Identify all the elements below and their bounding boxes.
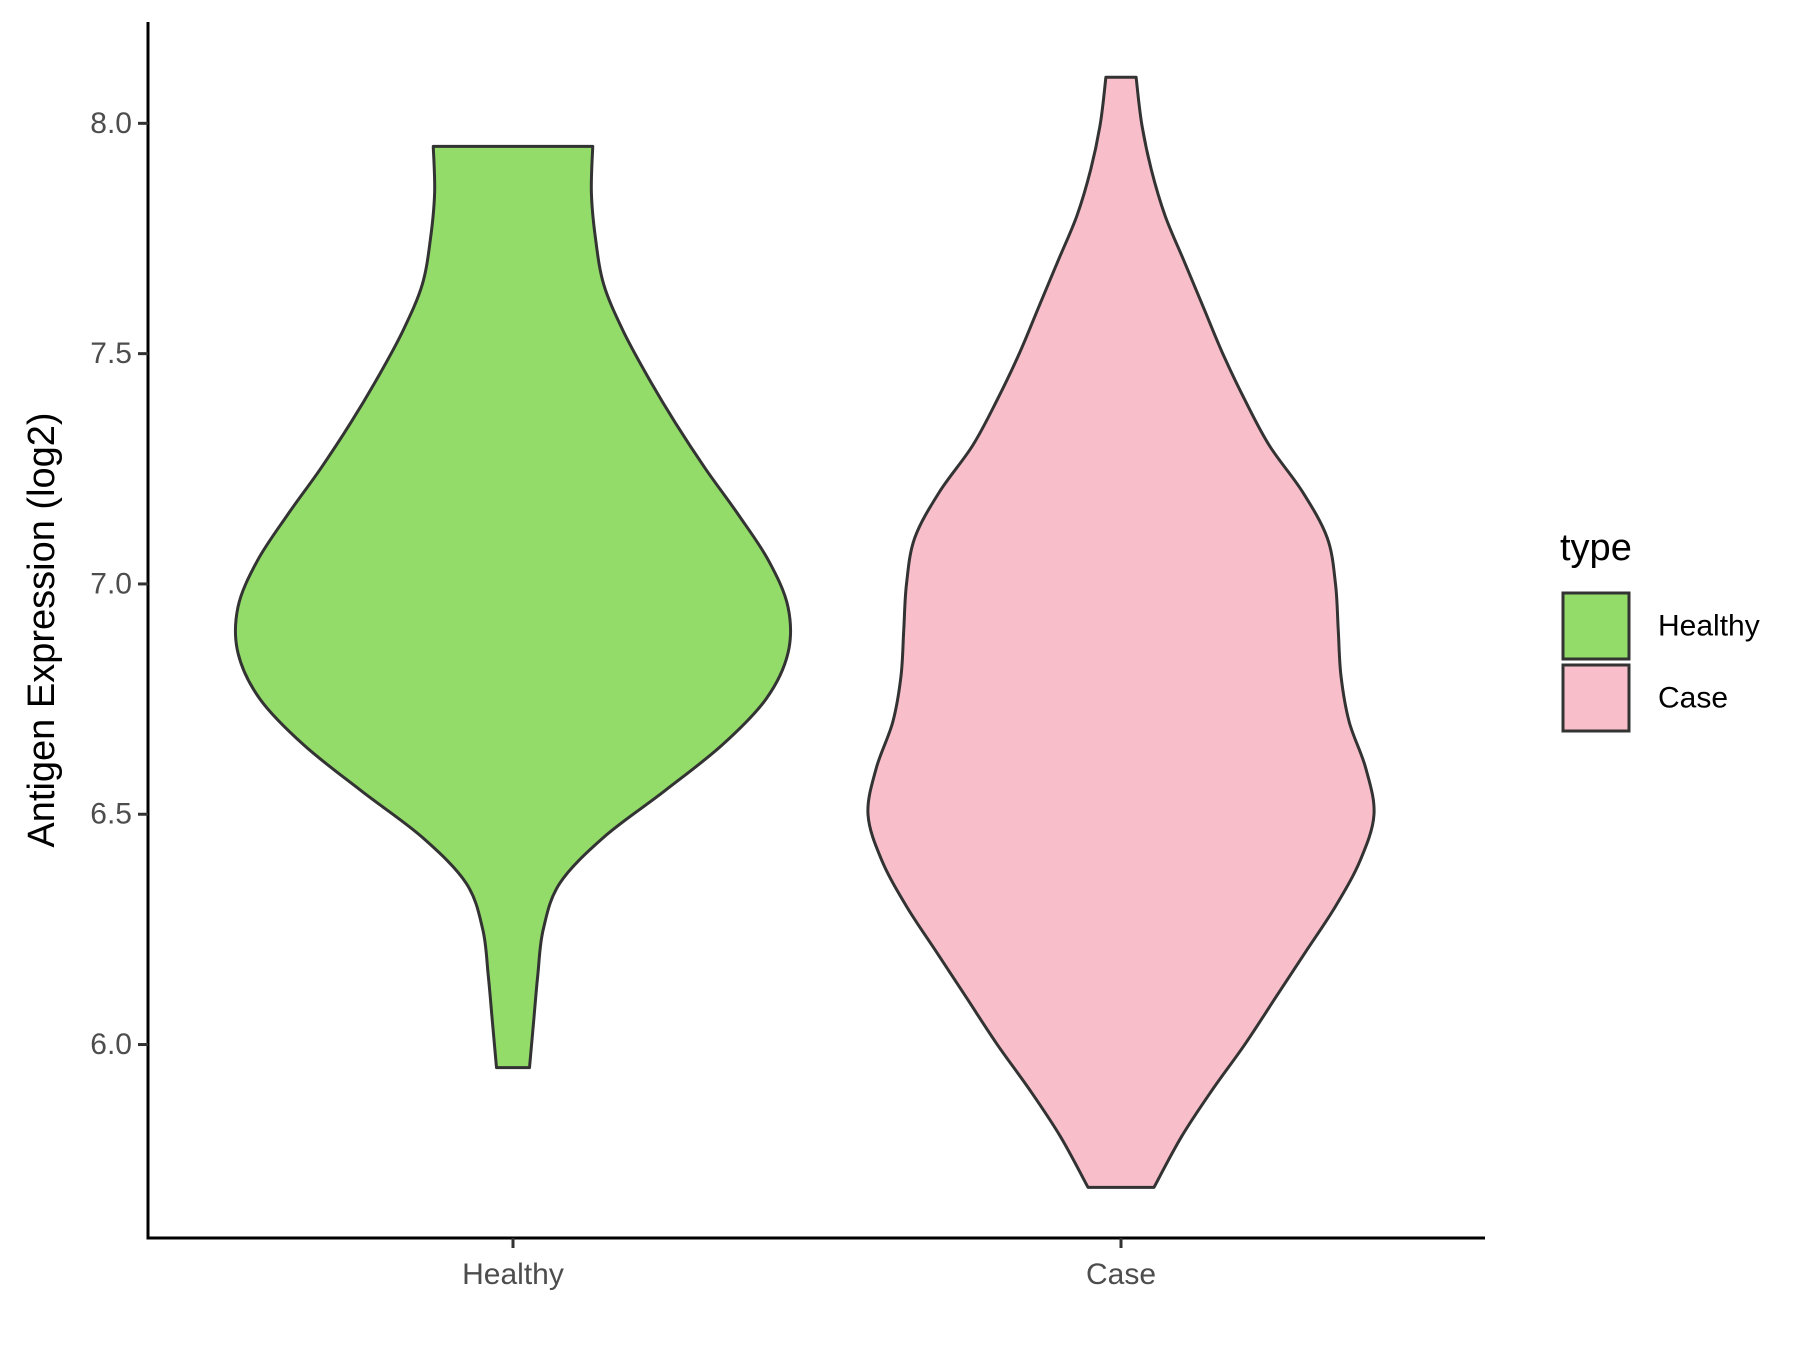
legend-key-case — [1561, 663, 1631, 733]
legend-label-case: Case — [1658, 682, 1728, 715]
y-tick-label: 6.5 — [90, 798, 132, 831]
legend-title: type — [1560, 527, 1632, 569]
violin-layer — [233, 75, 1376, 1189]
y-tick-label: 7.5 — [90, 337, 132, 370]
x-tick-label: Case — [1086, 1258, 1156, 1291]
legend-key-healthy — [1561, 591, 1631, 661]
y-tick-label: 6.0 — [90, 1028, 132, 1061]
x-tick-label: Healthy — [462, 1258, 564, 1291]
legend-label-healthy: Healthy — [1658, 610, 1760, 643]
legend: type Healthy Case — [1560, 527, 1760, 733]
y-tick-label: 8.0 — [90, 107, 132, 140]
y-tick-label: 7.0 — [90, 567, 132, 600]
axes-layer: 6.0 6.5 7.0 7.5 8.0 Healthy Case Antigen Expres… — [21, 22, 1485, 1291]
violin-case — [866, 75, 1376, 1189]
y-axis-title: Antigen Expression (log2) — [21, 412, 63, 847]
violin-healthy — [233, 144, 793, 1070]
